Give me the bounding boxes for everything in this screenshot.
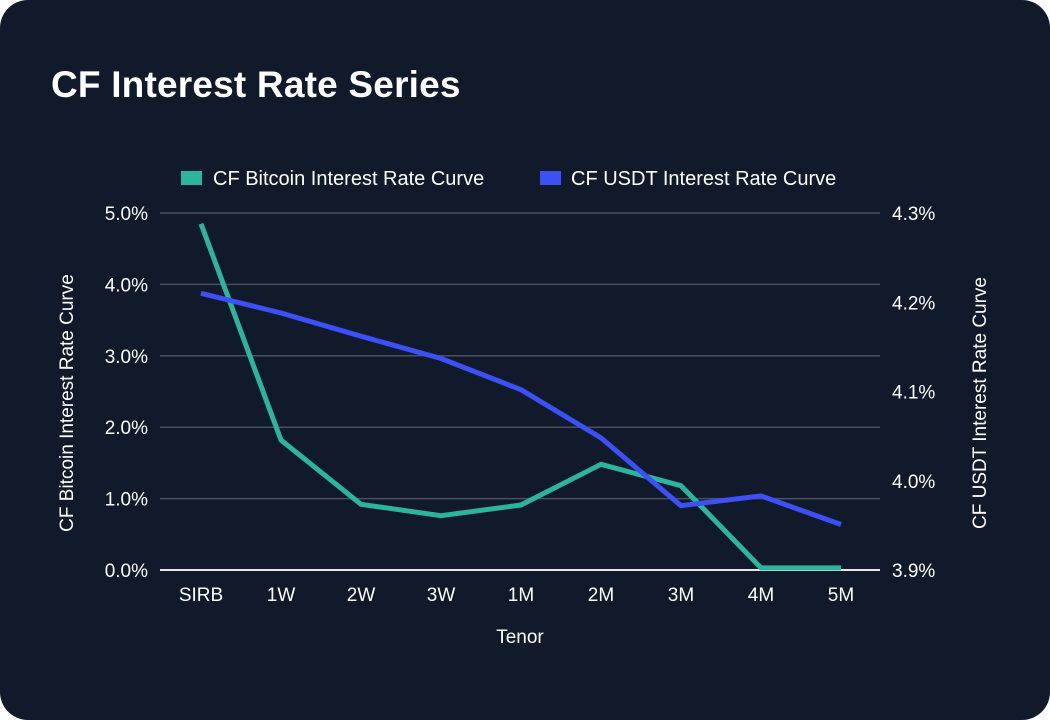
left-axis-title: CF Bitcoin Interest Rate Curve [57,274,78,532]
left-tick-label: 2.0% [105,418,148,439]
legend: CF Bitcoin Interest Rate Curve CF USDT I… [181,168,836,190]
x-axis-title: Tenor [496,627,544,648]
x-tick-label: 3W [427,585,456,606]
chart-title: CF Interest Rate Series [51,64,461,105]
legend-swatch-bitcoin [181,171,202,185]
left-tick-label: 3.0% [105,347,148,368]
grid-lines [160,212,880,571]
series-line-usdt[interactable] [200,290,842,527]
left-tick-label: 4.0% [105,275,148,296]
x-axis-ticks: SIRB 1W 2W 3W 1M 2M 3M 4M 5M [179,585,854,606]
x-tick-label: 3M [668,585,694,606]
series-line-bitcoin[interactable] [198,222,841,571]
legend-swatch-usdt [540,171,561,185]
right-tick-label: 4.3% [892,204,935,225]
legend-item-usdt[interactable]: CF USDT Interest Rate Curve [540,168,836,190]
x-tick-label: 5M [828,585,854,606]
series-lines [198,222,842,571]
legend-item-bitcoin[interactable]: CF Bitcoin Interest Rate Curve [181,168,484,190]
x-tick-label: 1W [267,585,296,606]
right-tick-label: 4.2% [892,293,935,314]
x-tick-label: 1M [508,585,534,606]
legend-label-usdt: CF USDT Interest Rate Curve [571,168,836,190]
left-tick-label: 5.0% [105,204,148,225]
x-tick-label: 4M [748,585,774,606]
right-tick-label: 3.9% [892,561,935,582]
right-tick-label: 4.1% [892,383,935,404]
right-axis-ticks: 3.9% 4.0% 4.1% 4.2% 4.3% [892,204,935,582]
x-tick-label: 2M [588,585,614,606]
right-axis-title: CF USDT Interest Rate Curve [970,277,991,529]
right-tick-label: 4.0% [892,472,935,493]
left-tick-label: 1.0% [105,490,148,511]
left-axis-ticks: 0.0% 1.0% 2.0% 3.0% 4.0% 5.0% [105,204,148,582]
left-tick-label: 0.0% [105,561,148,582]
x-tick-label: 2W [347,585,376,606]
legend-label-bitcoin: CF Bitcoin Interest Rate Curve [213,168,484,190]
x-tick-label: SIRB [179,585,223,606]
